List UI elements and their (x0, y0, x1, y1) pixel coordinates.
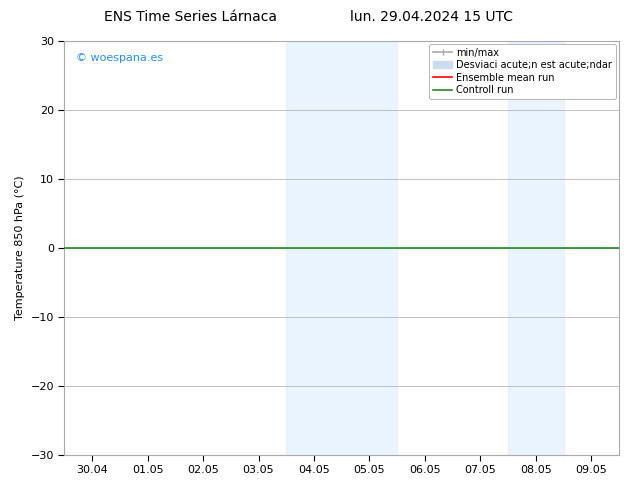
Y-axis label: Temperature 850 hPa (°C): Temperature 850 hPa (°C) (15, 175, 25, 320)
Bar (287, 41, 397, 455)
Text: ENS Time Series Lárnaca: ENS Time Series Lárnaca (104, 10, 276, 24)
Legend: min/max, Desviaci acute;n est acute;ndar, Ensemble mean run, Controll run: min/max, Desviaci acute;n est acute;ndar… (429, 44, 616, 99)
Bar (508, 41, 564, 455)
Text: © woespana.es: © woespana.es (75, 53, 163, 64)
Text: lun. 29.04.2024 15 UTC: lun. 29.04.2024 15 UTC (349, 10, 513, 24)
